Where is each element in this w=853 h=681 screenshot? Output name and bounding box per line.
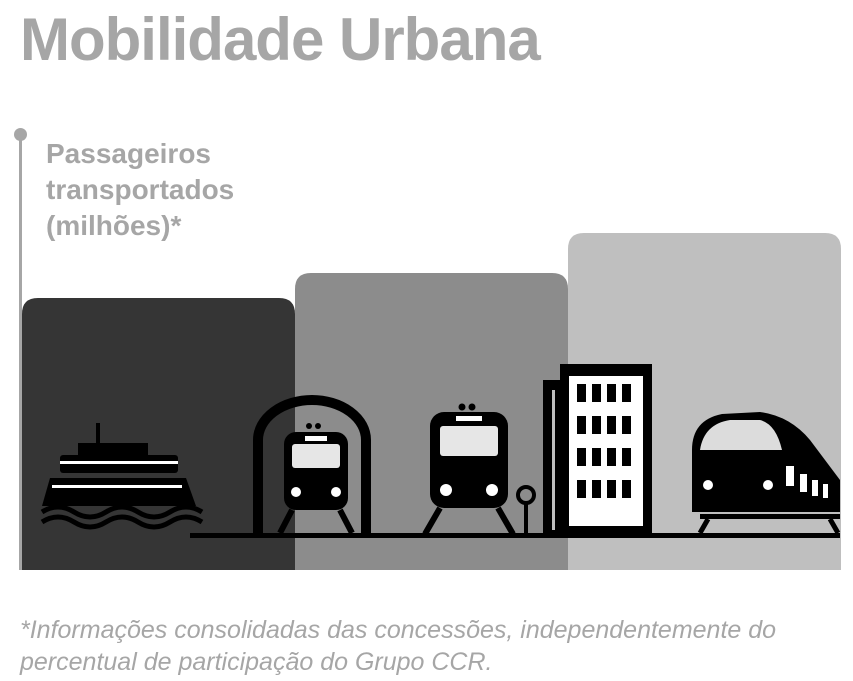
building-window xyxy=(592,448,601,466)
building-window xyxy=(622,416,631,434)
building-window xyxy=(592,480,601,498)
building-window xyxy=(592,416,601,434)
building-window xyxy=(607,448,616,466)
building-window xyxy=(607,416,616,434)
footnote: *Informações consolidadas das concessões… xyxy=(20,616,777,676)
building-window xyxy=(622,448,631,466)
building-window xyxy=(577,480,586,498)
y-axis-dot xyxy=(14,128,27,141)
metro-icon xyxy=(253,395,371,535)
ground-line xyxy=(190,533,840,538)
high-speed-train-icon xyxy=(692,412,841,535)
building-window xyxy=(577,416,586,434)
train-icon xyxy=(422,403,536,536)
building-window xyxy=(577,384,586,402)
building-window xyxy=(622,480,631,498)
page-title: Mobilidade Urbana xyxy=(20,6,541,73)
building-window xyxy=(577,448,586,466)
building-icon xyxy=(543,364,652,533)
building-window xyxy=(607,480,616,498)
building-window xyxy=(622,384,631,402)
y-axis-line xyxy=(19,134,22,570)
building-window xyxy=(592,384,601,402)
building-window xyxy=(607,384,616,402)
chart-area xyxy=(22,233,841,570)
y-axis-label: Passageiros transportados (milhões)* xyxy=(46,138,235,241)
ferry-icon xyxy=(40,423,204,530)
